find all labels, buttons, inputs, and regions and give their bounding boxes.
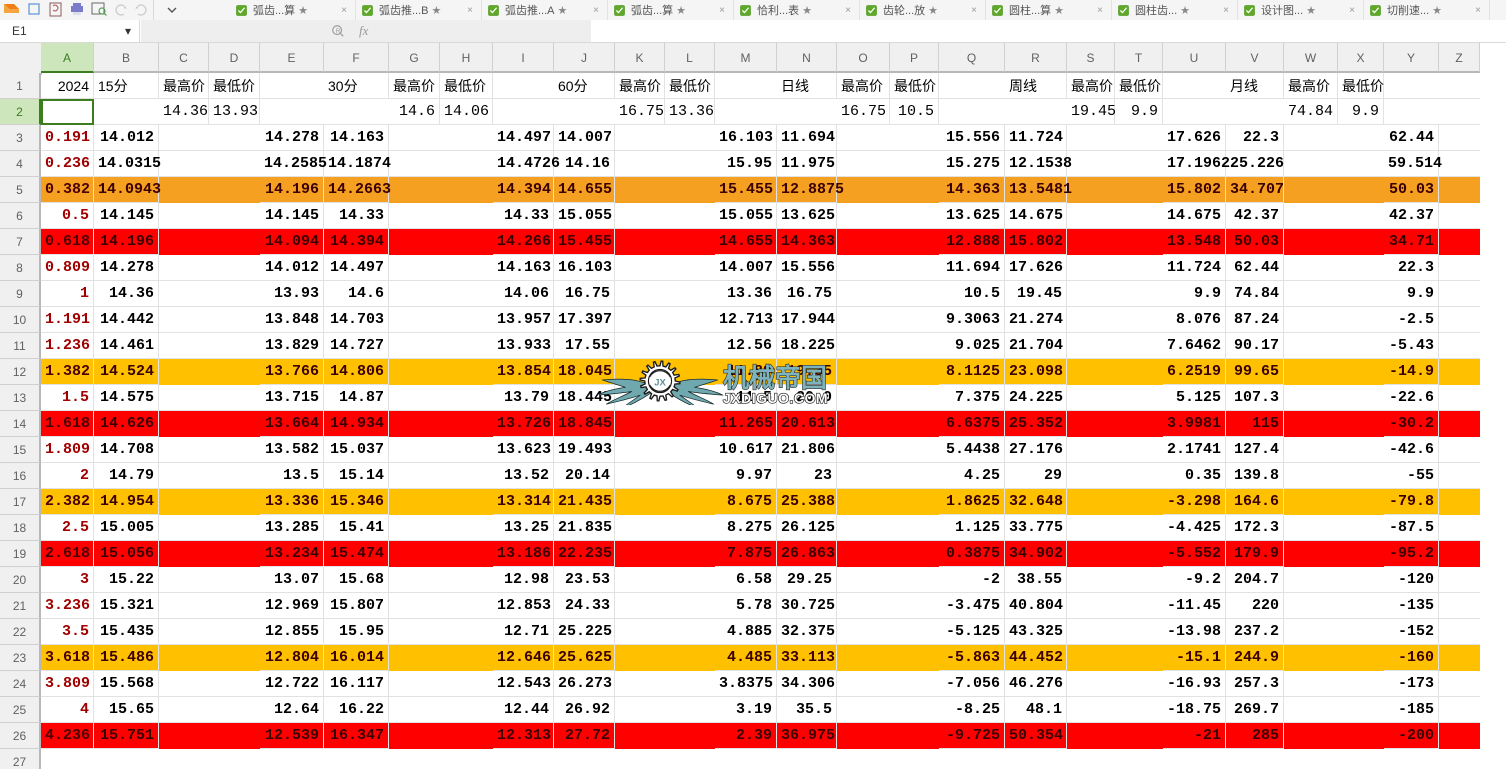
- svg-text:R: R: [336, 28, 341, 35]
